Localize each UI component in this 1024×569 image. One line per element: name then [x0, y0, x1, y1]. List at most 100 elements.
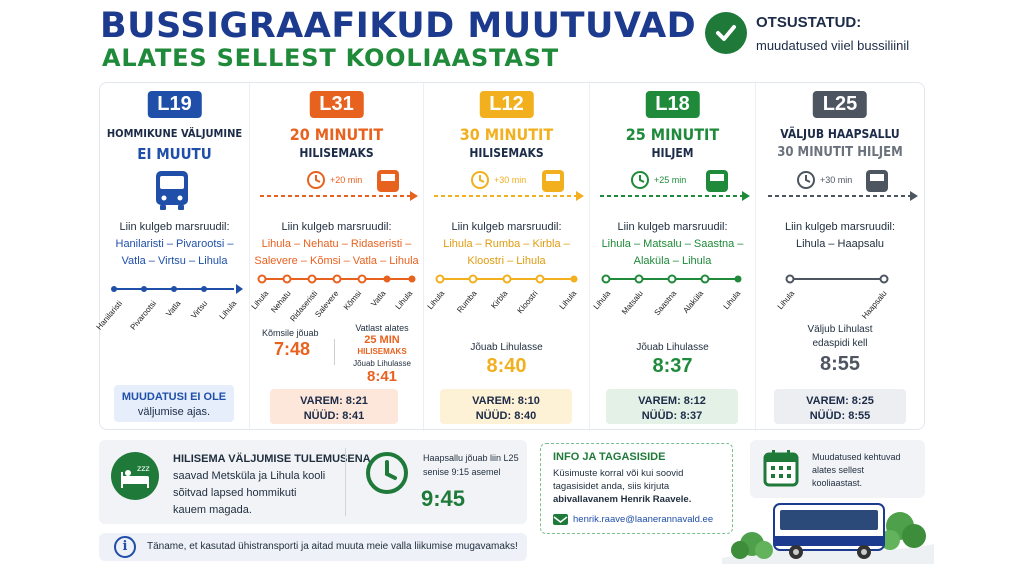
route-card-l12: L12 30 MINUTIT HILISEMAKS +30 min Liin k… [423, 83, 589, 431]
info-panel: INFO JA TAGASISIDE Küsimuste korral või … [540, 443, 733, 534]
email-link[interactable]: henrik.raave@laanerannavald.ee [573, 514, 714, 525]
stop-label: Lihula [557, 289, 579, 312]
sleep-text: sõitvad lapsed hommikuti [173, 487, 297, 499]
stop-label: Lihula [775, 289, 797, 312]
check-icon [705, 12, 747, 54]
route-badge: L19 [147, 91, 202, 118]
route-card-l25: L25 VÄLJUB HAAPSALLU 30 MINUTIT HILJEM +… [755, 83, 924, 431]
arrive-label: Jõuab Lihulasse [470, 342, 543, 353]
stop-label: Virtsu [189, 299, 210, 321]
stop-label: Lihula [591, 289, 613, 312]
info-text: Küsimuste korral või kui soovid [553, 468, 684, 479]
arrive-time: 8:40 [486, 355, 527, 377]
bus-illustration [722, 498, 934, 569]
route-label: Liin kulgeb marsruudil: [451, 221, 562, 233]
depart-label: edaspidi kell [812, 338, 868, 349]
svg-text:zzz: zzz [137, 464, 150, 473]
stop-label: Haapsalu [860, 289, 889, 321]
stop-label: Nehatu [269, 289, 293, 315]
stop-label: Vatla [369, 289, 388, 309]
routes-panel: L19 HOMMIKUNE VÄLJUMINE EI MUUTU Liin ku… [95, 82, 925, 431]
vatla-delay: HILISEMAKS [357, 347, 407, 356]
route-headline: HOMMIKUNE VÄLJUMINE [106, 127, 243, 140]
route-path: Lihula – Haapsalu [795, 238, 885, 250]
sleep-icon: zzz [111, 452, 159, 500]
stop-label: Hanilaristi [94, 299, 125, 332]
stop-label: Lihula [217, 299, 239, 322]
info-contact: abivallavanem Henrik Raavele. [553, 494, 692, 505]
delay-badge: +25 min [654, 175, 687, 185]
komsi-label: Kõmsile jõuab [262, 328, 319, 338]
stop-label: Lihula [249, 289, 271, 312]
stop-label: Kloostri [515, 289, 540, 316]
divider [334, 339, 335, 365]
route-headline-accent: 25 MINUTIT [625, 125, 720, 144]
haapsalu-text: Haapsallu jõuab liin L25 [423, 453, 519, 463]
route-headline-accent: 20 MINUTIT [289, 125, 384, 144]
delay-line [434, 170, 584, 201]
footer-text: Täname, et kasutad ühistransporti ja ait… [147, 541, 518, 552]
approved-label: OTSUSTATUD: [756, 14, 862, 31]
route-label: Liin kulgeb marsruudil: [617, 221, 728, 233]
approved-text: muudatused viiel bussiliinil [756, 38, 910, 53]
delay-line [260, 170, 418, 201]
route-path: Kloostri – Lihula [467, 255, 546, 267]
stop-label: Lihula [393, 289, 415, 312]
komsi-time: 7:48 [274, 339, 311, 359]
arrive-label: Jõuab Lihulasse [636, 342, 709, 353]
info-text: tagasisidet anda, siis kirjuta [553, 481, 670, 492]
no-change-box: MUUDATUSI EI OLE väljumise ajas. [114, 385, 234, 422]
info-icon: i [114, 536, 136, 558]
sleep-title: HILISEMA VÄLJUMISE TULEMUSENA [173, 453, 371, 465]
stop-label: Saastna [652, 289, 679, 318]
route-headline-accent: EI MUUTU [137, 145, 212, 163]
route-label: Liin kulgeb marsruudil: [784, 221, 896, 233]
route-headline: HILISEMAKS [299, 146, 374, 160]
arrive-time: 8:41 [366, 368, 398, 385]
stop-label: Vatla [164, 299, 183, 319]
route-label: Liin kulgeb marsruudil: [281, 221, 392, 233]
route-badge: L25 [812, 91, 868, 118]
route-headline-accent: 30 MINUTIT HILJEM [777, 145, 903, 160]
stop-label: Pivarootsi [128, 299, 159, 332]
delay-badge: +30 min [820, 175, 853, 185]
sleep-text: kauem magada. [173, 504, 252, 516]
sleep-text: saavad Metsküla ja Lihula kooli [173, 470, 326, 482]
stop-label: Alaküla [681, 289, 706, 315]
route-headline-accent: 30 MINUTIT [459, 125, 554, 144]
route-headline: HILISEMAKS [469, 146, 544, 160]
footer-bar: i Täname, et kasutad ühistransporti ja a… [99, 533, 527, 561]
route-line [257, 274, 416, 284]
page-title: BUSSIGRAAFIKUD MUUTUVAD [100, 6, 697, 46]
stop-label: Rumba [455, 289, 479, 315]
haapsalu-text: senise 9:15 asemel [423, 467, 501, 477]
route-path: Salevere – Kõmsi – Vatla – Lihula [254, 255, 419, 267]
stop-label: Kõmsi [341, 289, 364, 312]
time-change-box: VAREM: 8:10 NÜÜD: 8:40 [440, 389, 572, 424]
calendar-icon [763, 449, 799, 492]
calendar-text: alates sellest [812, 465, 865, 475]
delay-line [768, 170, 918, 201]
delay-badge: +30 min [494, 175, 527, 185]
stop-label: Kirbla [489, 289, 510, 311]
arrive-label: Jõuab Lihulasse [353, 359, 411, 368]
route-badge: L12 [479, 91, 534, 118]
route-headline: HILJEM [651, 146, 694, 160]
route-headline: VÄLJUB HAAPSALLU [780, 127, 900, 141]
route-card-l18: L18 25 MINUTIT HILJEM +25 min Liin kulge… [589, 83, 755, 431]
stop-label: Matsalu [620, 289, 645, 317]
route-path: Hanilaristi – Pivarootsi – [115, 238, 234, 250]
calendar-text: kooliaastast. [812, 478, 863, 488]
route-card-l31: L31 20 MINUTIT HILISEMAKS +20 min Liin k… [249, 83, 423, 431]
time-change-box: VAREM: 8:21 NÜÜD: 8:41 [270, 389, 398, 424]
info-title: INFO JA TAGASISIDE [553, 451, 666, 463]
arrive-time: 8:37 [652, 355, 693, 377]
route-line [435, 274, 578, 284]
vatla-label: Vatlast alates [355, 323, 409, 333]
sleep-panel: zzz HILISEMA VÄLJUMISE TULEMUSENA saavad… [99, 440, 527, 524]
route-badge: L31 [309, 91, 364, 118]
time-change-box: VAREM: 8:12 NÜÜD: 8:37 [606, 389, 738, 424]
depart-label: Väljub Lihulast [807, 324, 873, 335]
delay-line [600, 170, 750, 201]
calendar-text: Muudatused kehtuvad [812, 452, 901, 462]
